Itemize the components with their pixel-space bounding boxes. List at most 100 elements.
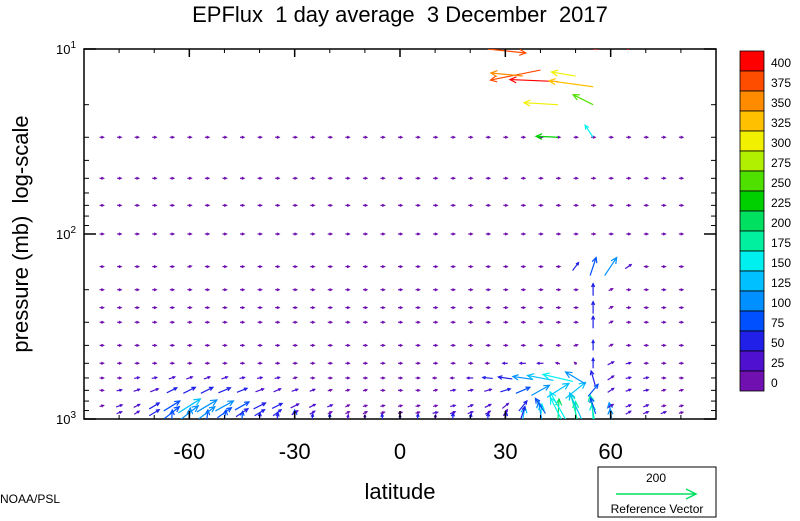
flux-vector [485,176,492,180]
flux-vector [503,176,509,180]
colorbar-label: 175 [771,236,791,250]
flux-vector [255,388,265,393]
flux-vector [415,288,421,292]
flux-vector [134,361,141,365]
flux-vector [643,376,650,380]
flux-vector [515,386,532,394]
flux-vector [661,388,667,392]
flux-vector [450,361,457,365]
flux-vector [290,403,300,409]
reference-arrow [616,488,698,500]
flux-vector [99,343,105,348]
flux-vector [398,376,404,380]
flux-vector [222,232,228,236]
credit-label: NOAA/PSL [0,492,60,506]
flux-vector [362,411,369,415]
flux-vector [398,135,404,139]
flux-vector [485,264,492,269]
flux-vector [398,361,404,365]
flux-vector [222,264,228,269]
flux-vector [608,288,614,292]
colorbar-swatch [739,110,765,132]
flux-vector [489,70,523,78]
flux-vector [591,176,597,180]
y-tick-label: 101 [56,40,76,57]
flux-vector [485,232,492,236]
flux-vector [217,406,233,419]
flux-vector [468,232,474,236]
flux-vector [380,361,386,365]
flux-vector [573,135,579,139]
flux-vector [501,402,510,409]
flux-vector [556,320,562,324]
flux-vector [187,176,193,180]
flux-vector [433,320,439,324]
flux-vector [511,374,533,381]
flux-vector [484,403,493,408]
flux-vector [187,305,193,310]
colorbar: 4003753503253002752502252001751501251007… [739,50,791,392]
flux-vector [643,361,650,365]
flux-vector [327,376,334,380]
colorbar-label: 375 [771,76,791,90]
colorbar-swatch [739,150,765,172]
flux-vector [362,203,369,207]
flux-vector [240,135,246,139]
flux-vector [678,404,685,408]
flux-vector [503,343,509,348]
flux-vector [678,203,685,207]
flux-vector [503,135,509,139]
flux-vector [520,320,527,324]
flux-vector [275,232,281,236]
flux-vector [310,320,316,324]
flux-vector [362,232,369,236]
flux-vector [520,405,526,419]
flux-vector [589,256,598,276]
flux-vector [643,388,650,392]
colorbar-label: 125 [771,276,791,290]
flux-vector [186,376,194,380]
flux-vector [187,203,193,207]
flux-vector [345,176,351,180]
flux-vector [591,314,596,329]
flux-vector [520,203,527,207]
flux-vector [187,232,193,236]
flux-vector [240,361,246,365]
flux-vector [380,320,386,324]
x-tick-label: -60 [173,439,205,464]
flux-vector [275,361,281,365]
flux-vector [327,343,334,348]
flux-vector [134,343,141,348]
flux-vector [117,203,123,207]
flux-vector [625,376,633,380]
flux-vector [485,288,492,292]
flux-vector [240,176,246,180]
flux-vector [415,135,421,139]
x-axis: -60 -30 0 30 60 [118,49,682,464]
flux-vector [99,361,105,365]
flux-vector [661,343,667,348]
flux-vector [222,343,228,348]
flux-vector [275,176,281,180]
flux-vector [591,356,595,369]
flux-vector [626,203,632,207]
flux-vector [204,320,211,324]
flux-vector [485,320,492,324]
flux-vector [292,203,299,207]
flux-vector [467,410,475,415]
flux-vector [152,288,158,292]
flux-vector [626,288,632,292]
flux-vector [152,232,158,236]
flux-vector [468,264,474,269]
flux-vector [257,288,263,292]
flux-vector [626,232,632,236]
flux-vector [345,388,351,392]
flux-vector [257,135,263,139]
flux-vector [169,288,176,292]
colorbar-label: 150 [771,256,791,270]
flux-vector [134,288,141,292]
flux-vector [169,232,176,236]
y-axis: 101 102 103 [56,40,716,427]
flux-vector [660,410,668,415]
flux-vector [573,203,579,207]
